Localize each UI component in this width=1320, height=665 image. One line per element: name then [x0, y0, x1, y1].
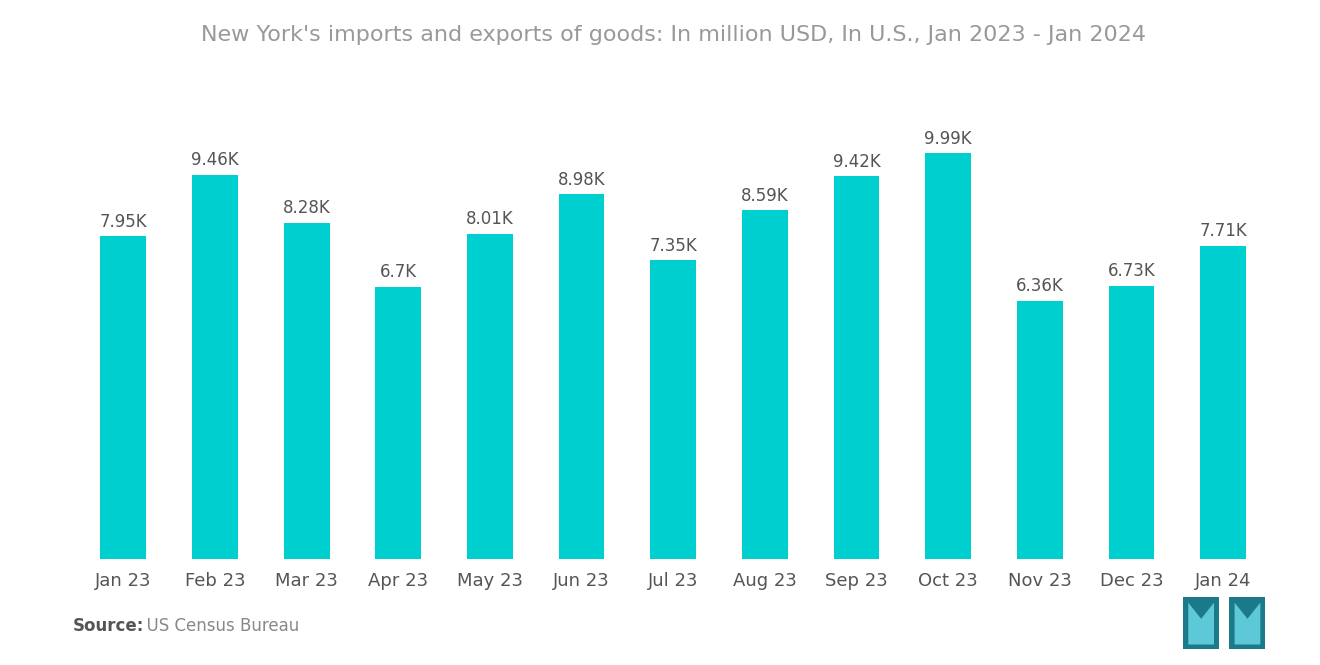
Polygon shape — [1188, 602, 1214, 644]
Bar — [100, 236, 147, 559]
Bar — [1200, 246, 1246, 559]
Text: 7.95K: 7.95K — [99, 213, 147, 231]
Text: 8.98K: 8.98K — [558, 171, 606, 189]
Text: 7.35K: 7.35K — [649, 237, 697, 255]
Text: 8.28K: 8.28K — [282, 200, 330, 217]
Text: 8.59K: 8.59K — [741, 187, 788, 205]
Text: 8.01K: 8.01K — [466, 210, 513, 228]
Bar — [925, 153, 972, 559]
Bar — [284, 223, 330, 559]
Bar — [558, 194, 605, 559]
Bar — [1016, 301, 1063, 559]
Bar — [375, 287, 421, 559]
Bar — [467, 233, 512, 559]
Bar — [742, 210, 788, 559]
Text: US Census Bureau: US Census Bureau — [136, 617, 300, 635]
Bar — [191, 175, 238, 559]
Polygon shape — [1183, 597, 1220, 649]
Text: 6.36K: 6.36K — [1016, 277, 1064, 295]
Text: 6.7K: 6.7K — [380, 263, 417, 281]
Text: 9.42K: 9.42K — [833, 153, 880, 171]
Text: 9.46K: 9.46K — [191, 152, 239, 170]
Title: New York's imports and exports of goods: In million USD, In U.S., Jan 2023 - Jan: New York's imports and exports of goods:… — [201, 25, 1146, 45]
Polygon shape — [1234, 602, 1261, 644]
Text: Source:: Source: — [73, 617, 144, 635]
Polygon shape — [1229, 597, 1266, 649]
Text: 6.73K: 6.73K — [1107, 262, 1155, 280]
Bar — [834, 176, 879, 559]
Text: 9.99K: 9.99K — [924, 130, 972, 148]
Bar — [651, 261, 696, 559]
Bar — [1109, 285, 1155, 559]
Text: 7.71K: 7.71K — [1200, 223, 1247, 241]
